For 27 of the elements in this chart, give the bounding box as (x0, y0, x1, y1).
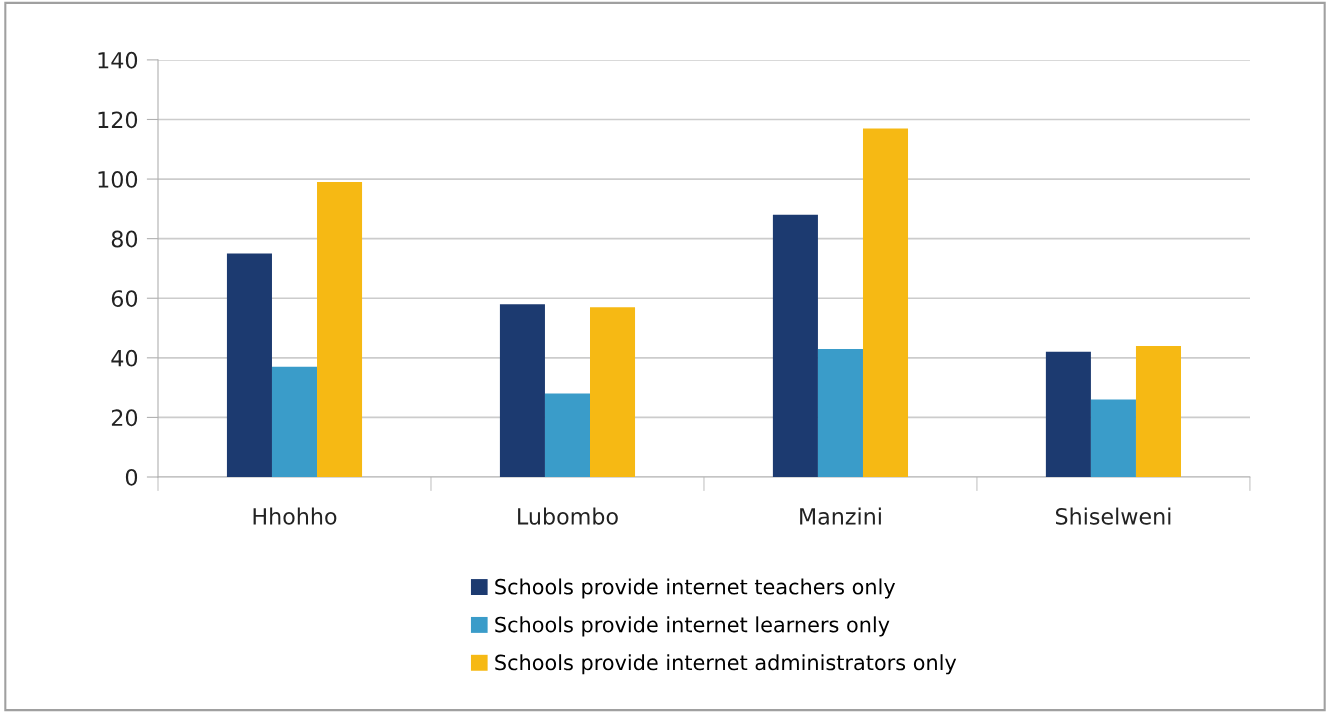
x-tick-label: Manzini (800, 507, 881, 525)
bar (817, 348, 863, 477)
bar (1090, 399, 1136, 477)
y-tick-label: 140 (98, 51, 138, 69)
bar (1045, 351, 1091, 477)
legend-label: Schools provide internet teachers only (495, 578, 896, 599)
x-tick-label: Lubombo (518, 507, 618, 525)
bar (317, 182, 363, 477)
y-tick-label: 80 (111, 230, 138, 248)
legend-label: Schools provide internet learners only (495, 616, 890, 637)
bar (271, 366, 318, 477)
y-tick-label: 60 (111, 290, 138, 307)
y-tick-label: 40 (111, 349, 138, 367)
bar (862, 128, 909, 477)
y-tick-label: 20 (111, 409, 138, 427)
x-tick-label: Hhohho (253, 507, 337, 525)
bar (772, 214, 818, 477)
bar (544, 393, 590, 477)
y-tick-label: 0 (125, 468, 138, 486)
bar (499, 304, 545, 477)
bar (226, 253, 272, 477)
x-tick-label: Shiselweni (1055, 507, 1171, 525)
y-tick-label: 120 (98, 111, 138, 129)
bar (590, 307, 636, 477)
legend-label: Schools provide internet administrators only (495, 654, 957, 675)
y-tick-label: 100 (98, 171, 138, 188)
bar (1135, 345, 1182, 477)
